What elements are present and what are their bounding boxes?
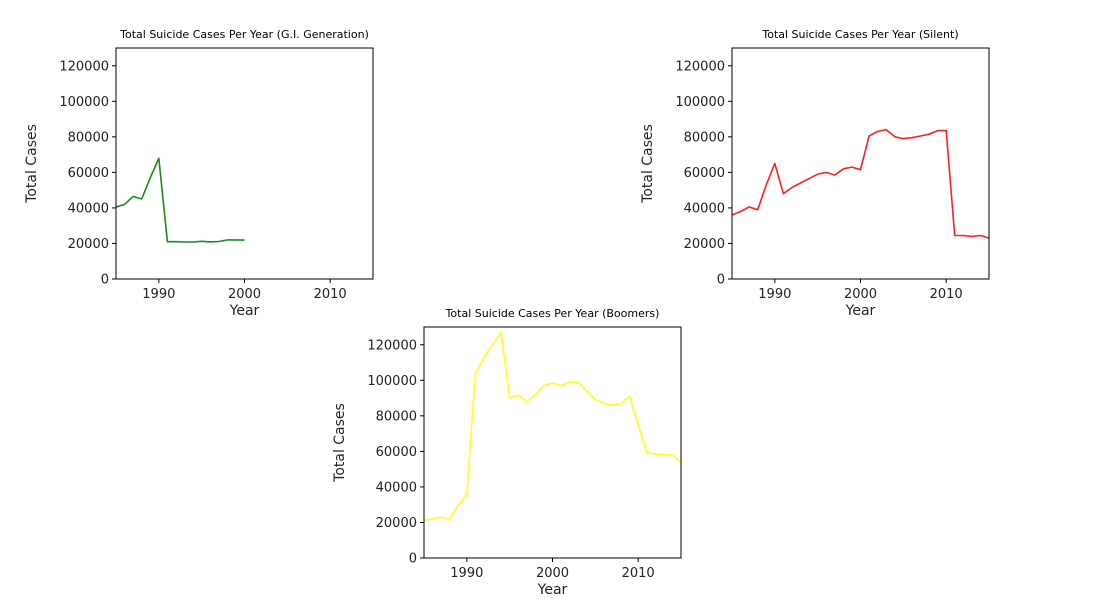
- x-tick-label: 1990: [758, 287, 791, 302]
- x-tick-label: 1990: [450, 566, 483, 581]
- y-tick-label: 0: [409, 552, 417, 567]
- y-tick-label: 0: [717, 273, 725, 288]
- series-line: [115, 157, 245, 243]
- y-tick-label: 0: [101, 273, 109, 288]
- y-axis-label: Total Cases: [24, 124, 40, 204]
- x-tick-label: 2010: [314, 287, 347, 302]
- y-tick-label: 60000: [376, 445, 417, 460]
- series-line: [731, 128, 990, 239]
- plot-frame: [423, 326, 682, 559]
- y-tick-label: 100000: [367, 374, 417, 389]
- x-tick-label: 1990: [142, 287, 175, 302]
- plot-frame: [731, 47, 990, 280]
- y-axis-label: Total Cases: [332, 403, 348, 483]
- chart-gi-generation: Total Suicide Cases Per Year (G.I. Gener…: [24, 28, 374, 319]
- y-tick-label: 40000: [68, 201, 109, 216]
- y-tick-label: 120000: [367, 338, 417, 353]
- series-line: [423, 331, 682, 522]
- plot-frame: [115, 47, 374, 280]
- y-tick-label: 80000: [376, 409, 417, 424]
- y-tick-label: 40000: [376, 480, 417, 495]
- x-tick-label: 2010: [622, 566, 655, 581]
- x-tick-label: 2000: [536, 566, 569, 581]
- y-axis-label: Total Cases: [640, 124, 656, 204]
- x-tick-label: 2010: [930, 287, 963, 302]
- x-axis-label: Year: [229, 303, 260, 319]
- y-tick-label: 120000: [59, 59, 109, 74]
- y-tick-label: 80000: [684, 130, 725, 145]
- x-axis-label: Year: [537, 582, 568, 598]
- x-axis-label: Year: [845, 303, 876, 319]
- chart-title: Total Suicide Cases Per Year (Silent): [761, 28, 958, 41]
- y-tick-label: 100000: [59, 95, 109, 110]
- chart-title: Total Suicide Cases Per Year (G.I. Gener…: [119, 28, 369, 41]
- y-tick-label: 80000: [68, 130, 109, 145]
- y-tick-label: 60000: [684, 166, 725, 181]
- y-tick-label: 20000: [684, 237, 725, 252]
- chart-boomers: Total Suicide Cases Per Year (Boomers) 0 2…: [332, 307, 682, 598]
- y-tick-label: 100000: [675, 95, 725, 110]
- y-tick-label: 20000: [68, 237, 109, 252]
- chart-title: Total Suicide Cases Per Year (Boomers): [445, 307, 660, 320]
- y-tick-label: 20000: [376, 516, 417, 531]
- y-tick-label: 40000: [684, 201, 725, 216]
- chart-silent: Total Suicide Cases Per Year (Silent) 0 20…: [640, 28, 990, 319]
- x-tick-label: 2000: [228, 287, 261, 302]
- y-tick-label: 120000: [675, 59, 725, 74]
- y-tick-label: 60000: [68, 166, 109, 181]
- x-tick-label: 2000: [844, 287, 877, 302]
